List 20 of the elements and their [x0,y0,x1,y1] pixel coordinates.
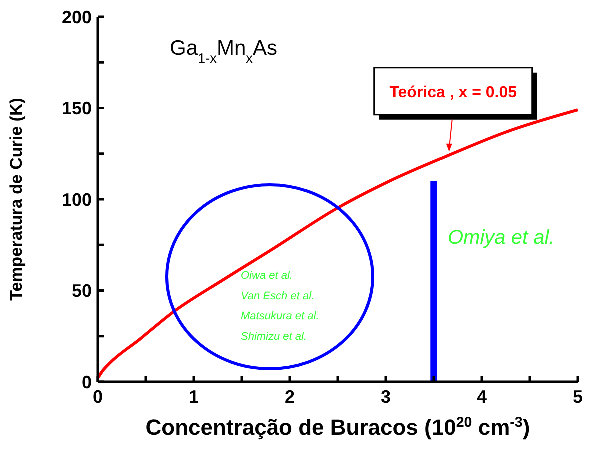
annotation: Van Esch et al. [241,290,315,302]
annotation: Shimizu et al. [241,330,308,343]
x-axis-title: Concentração de Buracos (10$^{20}$ cm$^{-3}$) [146,415,530,440]
x-tick-label: 4 [476,386,488,407]
y-tick-label: 50 [72,281,92,302]
x-tick-label: 3 [380,386,392,407]
y-tick-label: 0 [82,372,92,392]
annotation: Teórica , x = 0.05 [390,84,518,102]
y-tick-label: 150 [62,98,92,119]
annotation: Oiwa et al. [241,270,293,282]
x-tick-label: 1 [188,386,200,407]
line-series [98,108,578,380]
y-tick-label: 100 [62,190,92,210]
x-tick-label: 5 [572,386,584,407]
y-axis-title: Temperatura de Curie (K) [7,98,26,301]
annotation: Matsukura et al. [241,310,320,323]
y-tick-label: 200 [62,7,92,28]
x-tick-label: 2 [284,386,296,407]
annotation: Omiya et al. [448,227,555,249]
annotation: Ga$_{1-x}$Mn$_{x}$As [170,37,278,66]
